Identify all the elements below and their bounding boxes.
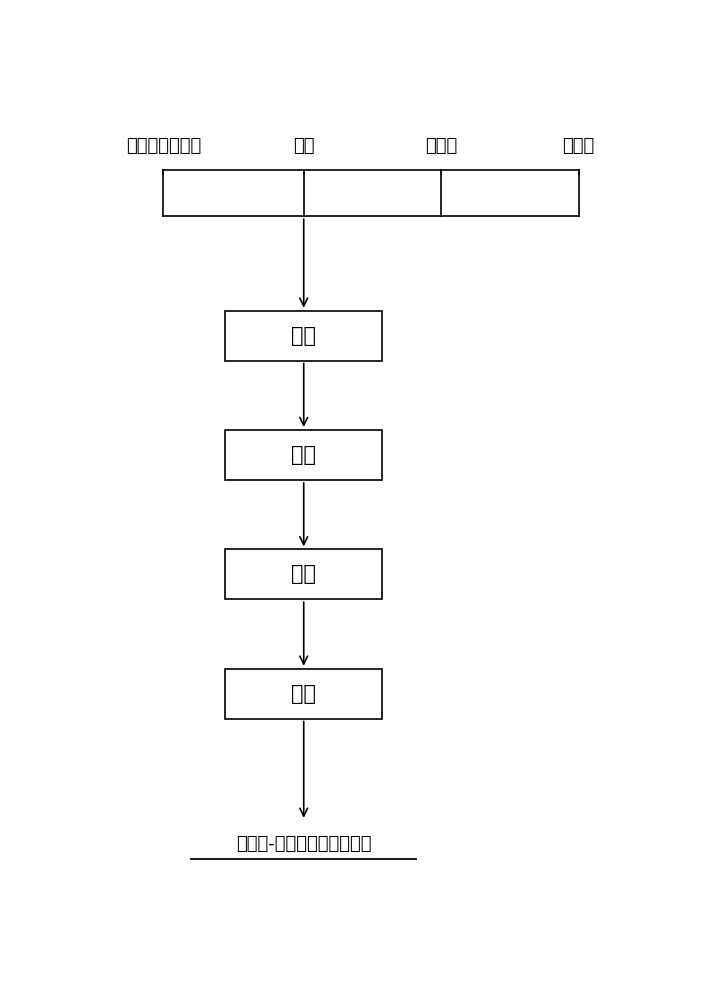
Text: 烧结: 烧结 [291,684,316,704]
Text: 成型: 成型 [291,564,316,584]
Text: 碳粉: 碳粉 [293,137,314,155]
Text: 造孔剂: 造孔剂 [425,137,458,155]
Bar [225,430,382,480]
Text: 混料: 混料 [291,326,316,346]
Bar [225,311,382,361]
Text: 氧化铝-碳化硅复合多孔陶瓷: 氧化铝-碳化硅复合多孔陶瓷 [236,835,371,853]
Text: 干燥: 干燥 [291,445,316,465]
Bar [225,669,382,719]
Bar [225,549,382,599]
Text: 粘结剂: 粘结剂 [563,137,595,155]
Text: 铝硅系工业废料: 铝硅系工业废料 [126,137,201,155]
